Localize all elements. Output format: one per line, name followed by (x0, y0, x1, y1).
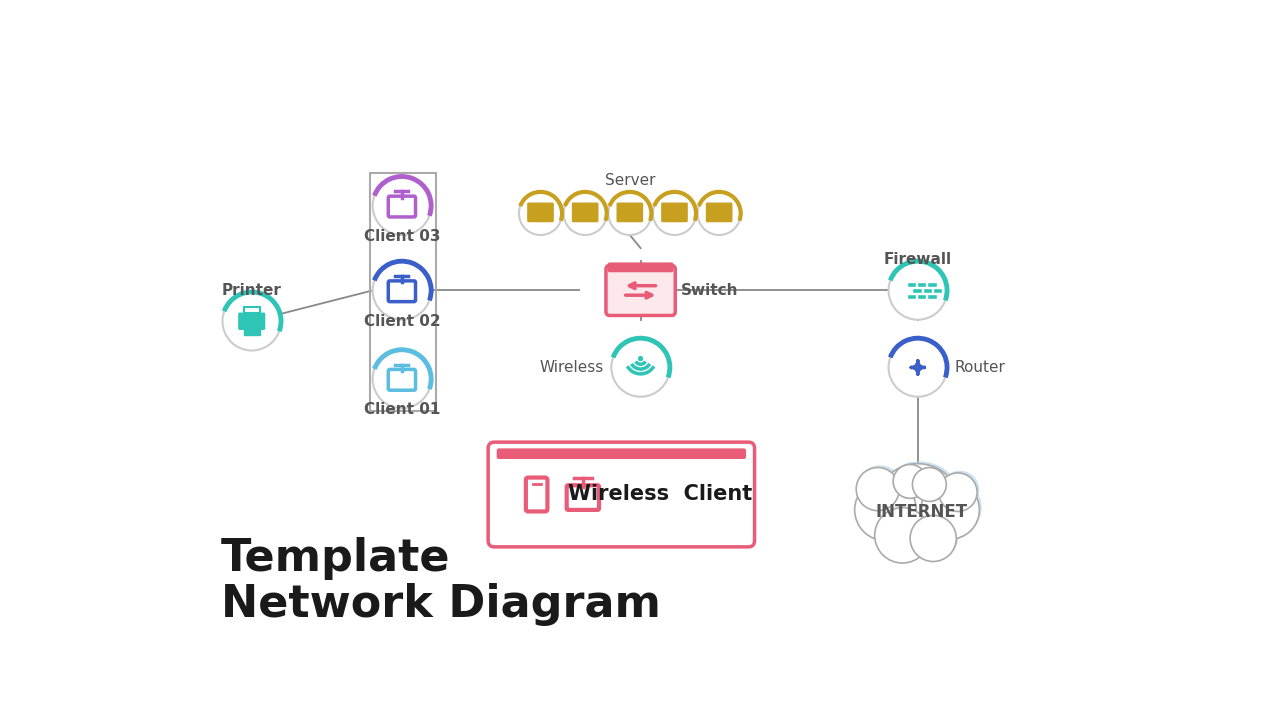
Circle shape (698, 192, 741, 235)
Circle shape (878, 462, 963, 546)
Text: Client 01: Client 01 (364, 402, 440, 418)
Circle shape (372, 261, 431, 320)
Circle shape (612, 338, 669, 397)
Text: Client 02: Client 02 (364, 314, 440, 329)
FancyBboxPatch shape (572, 215, 598, 222)
FancyBboxPatch shape (662, 203, 687, 210)
FancyBboxPatch shape (913, 288, 922, 292)
Text: Server: Server (604, 173, 655, 188)
FancyBboxPatch shape (617, 210, 643, 215)
Circle shape (896, 462, 929, 496)
Circle shape (913, 467, 946, 501)
FancyBboxPatch shape (572, 210, 598, 215)
FancyBboxPatch shape (244, 307, 260, 313)
Text: Wireless  Client: Wireless Client (568, 485, 751, 505)
FancyBboxPatch shape (916, 294, 927, 299)
Circle shape (608, 192, 652, 235)
Circle shape (653, 192, 696, 235)
Circle shape (874, 508, 931, 563)
FancyBboxPatch shape (662, 210, 687, 215)
FancyBboxPatch shape (707, 203, 732, 210)
Circle shape (563, 192, 607, 235)
Text: Client 03: Client 03 (364, 229, 440, 244)
FancyBboxPatch shape (617, 215, 643, 222)
Text: Firewall: Firewall (883, 252, 952, 267)
Circle shape (877, 505, 932, 561)
Circle shape (923, 478, 982, 537)
Circle shape (938, 473, 977, 511)
FancyBboxPatch shape (617, 203, 643, 210)
FancyBboxPatch shape (916, 282, 927, 287)
Circle shape (858, 477, 919, 539)
FancyBboxPatch shape (923, 288, 932, 292)
Circle shape (223, 292, 282, 351)
Circle shape (372, 350, 431, 408)
Circle shape (859, 465, 901, 508)
FancyBboxPatch shape (906, 282, 916, 287)
Text: Router: Router (955, 360, 1006, 375)
Circle shape (888, 261, 947, 320)
Text: Printer: Printer (221, 283, 282, 298)
FancyBboxPatch shape (244, 327, 260, 335)
Circle shape (915, 465, 948, 499)
Circle shape (372, 176, 431, 235)
FancyBboxPatch shape (527, 210, 553, 215)
Circle shape (941, 471, 979, 509)
Circle shape (888, 338, 947, 397)
Text: Switch: Switch (681, 283, 739, 298)
FancyBboxPatch shape (662, 215, 687, 222)
Circle shape (910, 516, 956, 562)
Circle shape (856, 467, 900, 510)
Circle shape (639, 356, 643, 361)
Text: Wireless: Wireless (539, 360, 604, 375)
FancyBboxPatch shape (707, 215, 732, 222)
FancyBboxPatch shape (239, 313, 265, 329)
Text: Network Diagram: Network Diagram (221, 583, 660, 626)
Circle shape (855, 479, 916, 541)
FancyBboxPatch shape (906, 294, 916, 299)
FancyBboxPatch shape (933, 288, 942, 292)
FancyBboxPatch shape (928, 294, 937, 299)
FancyBboxPatch shape (527, 203, 553, 210)
Text: INTERNET: INTERNET (876, 503, 968, 521)
FancyBboxPatch shape (608, 263, 673, 271)
FancyBboxPatch shape (572, 203, 598, 210)
Circle shape (876, 464, 960, 549)
FancyBboxPatch shape (498, 449, 745, 459)
FancyBboxPatch shape (605, 266, 676, 315)
FancyBboxPatch shape (928, 282, 937, 287)
Text: Template: Template (221, 537, 451, 580)
Circle shape (518, 192, 562, 235)
Circle shape (893, 464, 927, 498)
Circle shape (920, 481, 979, 539)
FancyBboxPatch shape (527, 215, 553, 222)
FancyBboxPatch shape (707, 210, 732, 215)
Circle shape (913, 513, 959, 559)
FancyBboxPatch shape (488, 442, 755, 547)
